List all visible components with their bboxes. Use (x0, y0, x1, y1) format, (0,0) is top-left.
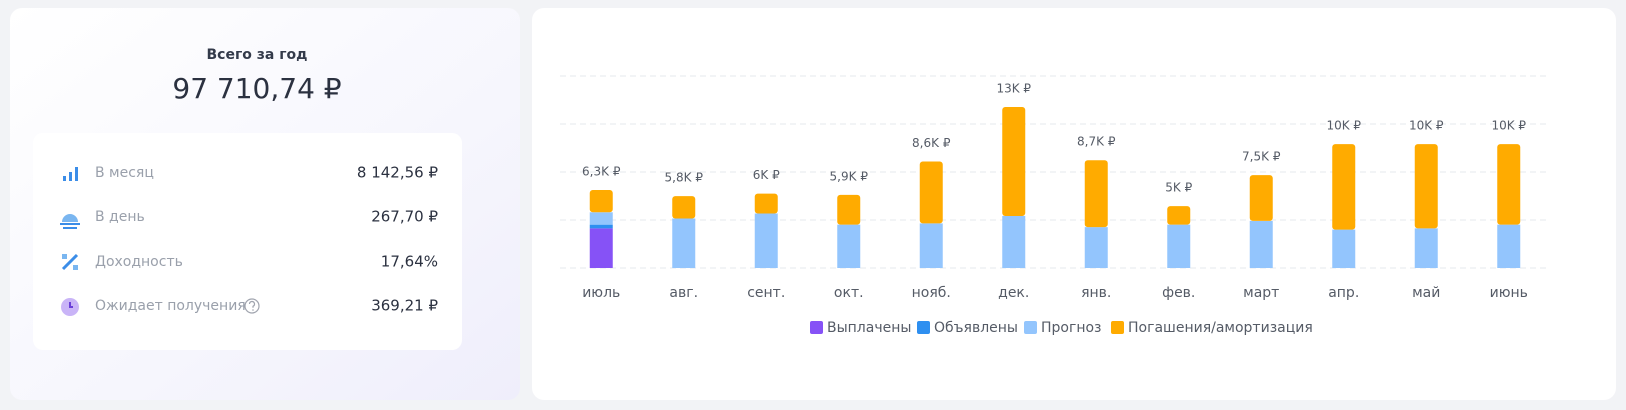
x-tick-label: янв. (1081, 285, 1111, 301)
bar-total-label: 7,5K ₽ (1242, 150, 1281, 164)
row-label: Доходность (95, 254, 183, 270)
bar-total-label: 10K ₽ (1491, 119, 1526, 133)
bar-total-label: 6,3K ₽ (582, 164, 621, 178)
bar-segment (1249, 175, 1273, 221)
bar-segment (1167, 206, 1191, 225)
bar-segment (754, 213, 778, 268)
bar-segment (672, 218, 696, 268)
bar-total-label: 10K ₽ (1409, 119, 1444, 133)
bar-total-label: 6K ₽ (753, 168, 780, 182)
summary-inner-card (33, 133, 462, 350)
icon-month (63, 167, 78, 181)
bar-total-label: 5,9K ₽ (830, 169, 869, 183)
x-tick-label: июль (582, 285, 620, 301)
row-value: 267,70 ₽ (371, 208, 438, 226)
bar-segment (1084, 160, 1108, 228)
bar-segment (1414, 144, 1438, 229)
bar-segment (837, 224, 861, 268)
bar-segment (1497, 144, 1521, 225)
legend-swatch (1024, 321, 1037, 334)
summary-title: Всего за год (207, 47, 308, 63)
bar-segment (1084, 227, 1108, 268)
bar-segment (589, 224, 613, 229)
legend-swatch (810, 321, 823, 334)
bar-segment (1414, 228, 1438, 268)
bar-segment (1332, 229, 1356, 268)
x-tick-label: нояб. (912, 285, 951, 301)
legend-label: Выплачены (827, 320, 911, 336)
bar-total-label: 5,8K ₽ (665, 171, 704, 185)
bar-total-label: 5K ₽ (1165, 181, 1192, 195)
bar-segment (1332, 144, 1356, 230)
row-value: 8 142,56 ₽ (357, 164, 439, 182)
help-icon[interactable] (244, 298, 260, 314)
bar-total-label: 10K ₽ (1326, 119, 1361, 133)
bar-segment (1167, 224, 1191, 268)
legend-swatch (1111, 321, 1124, 334)
legend-label: Погашения/амортизация (1128, 320, 1313, 336)
row-label: В день (95, 209, 145, 225)
legend-label: Объявлены (934, 320, 1018, 336)
bar-segment (754, 193, 778, 214)
bar-segment (837, 194, 861, 225)
bar-total-label: 8,6K ₽ (912, 136, 951, 150)
x-tick-label: авг. (669, 285, 698, 301)
legend-label: Прогноз (1041, 320, 1102, 336)
x-tick-label: июнь (1490, 285, 1528, 301)
bar-segment (589, 189, 613, 213)
chart-card (532, 8, 1616, 400)
x-tick-label: сент. (747, 285, 785, 301)
bar-total-label: 8,7K ₽ (1077, 135, 1116, 149)
row-label: В месяц (95, 165, 154, 181)
bar-total-label: 13K ₽ (996, 81, 1031, 95)
legend-swatch (917, 321, 930, 334)
x-tick-label: май (1412, 285, 1440, 301)
bar-segment (589, 212, 613, 225)
summary-total: 97 710,74 ₽ (172, 72, 341, 105)
row-value: 17,64% (381, 253, 438, 271)
x-tick-label: дек. (998, 285, 1029, 301)
bar-segment (919, 161, 943, 224)
bar-segment (1002, 106, 1026, 216)
row-label: Ожидает получения (95, 298, 246, 314)
icon-day (60, 214, 80, 229)
bar-segment (919, 223, 943, 268)
x-tick-label: фев. (1162, 285, 1195, 301)
bar-segment (1249, 220, 1273, 268)
x-tick-label: апр. (1328, 285, 1359, 301)
icon-pending (61, 298, 79, 316)
bar-segment (1002, 215, 1026, 268)
row-value: 369,21 ₽ (371, 297, 438, 315)
x-tick-label: окт. (834, 285, 864, 301)
bar-segment (672, 196, 696, 219)
bar-segment (589, 228, 613, 268)
x-tick-label: март (1243, 285, 1279, 301)
icon-yield (61, 253, 79, 271)
bar-segment (1497, 224, 1521, 268)
